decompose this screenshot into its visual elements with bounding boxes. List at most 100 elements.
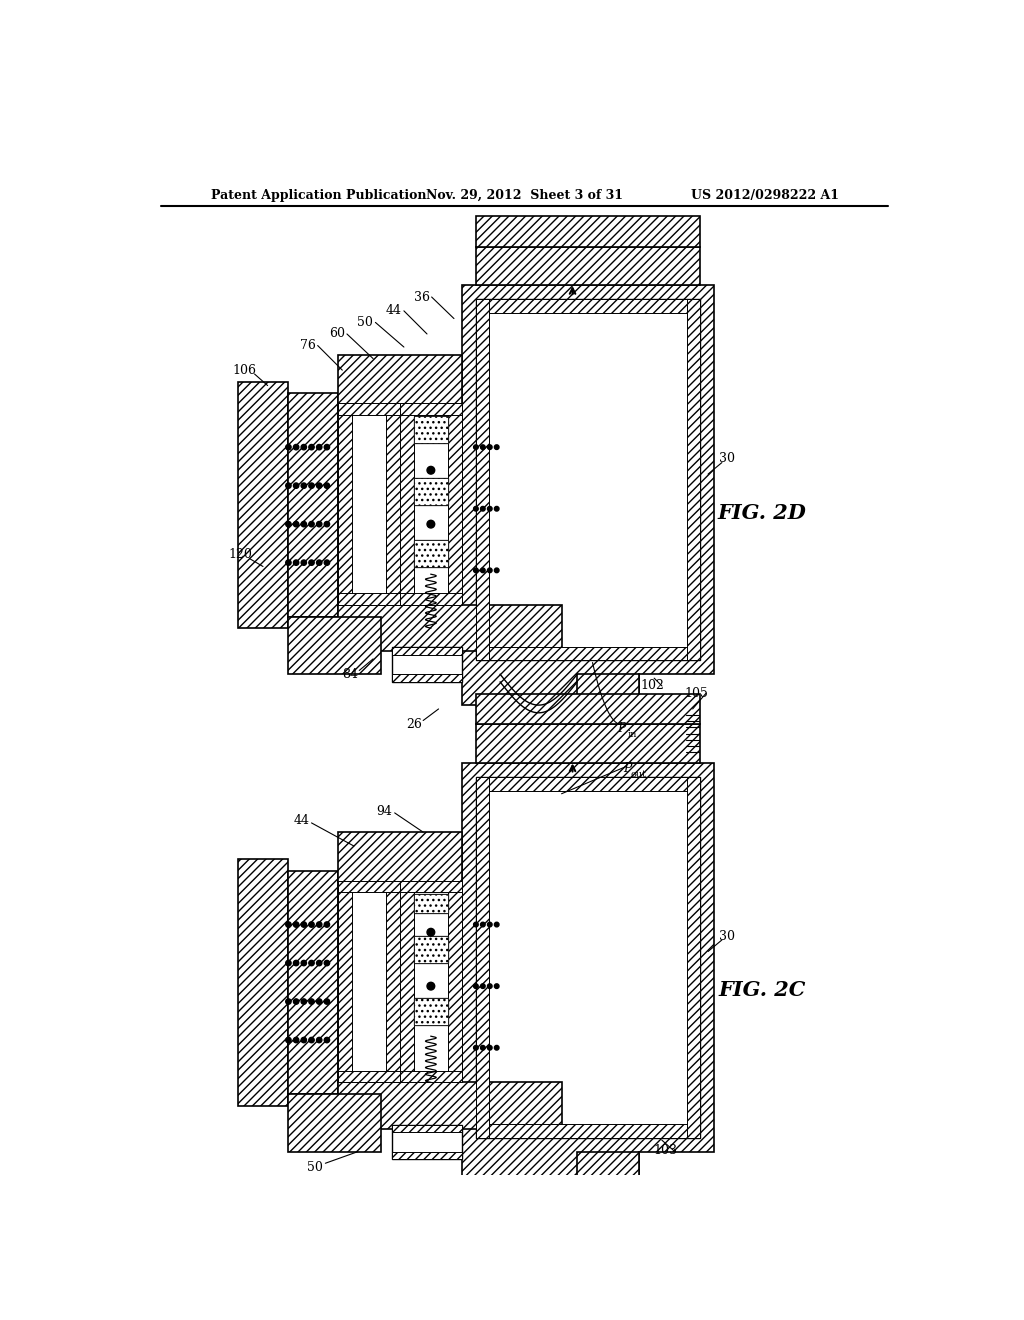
Circle shape [301, 445, 306, 450]
Bar [289, 393, 339, 616]
Circle shape [309, 1038, 314, 1043]
Circle shape [473, 983, 478, 989]
Bar [400, 404, 414, 605]
Circle shape [294, 921, 299, 927]
Circle shape [301, 521, 306, 527]
Circle shape [427, 466, 435, 474]
Circle shape [480, 923, 485, 927]
Bar [339, 1071, 400, 1082]
Bar [339, 880, 400, 892]
Circle shape [294, 999, 299, 1005]
Text: 50: 50 [307, 1160, 324, 1173]
Circle shape [495, 507, 499, 511]
Circle shape [487, 1045, 493, 1051]
Bar [339, 404, 400, 414]
Bar [414, 936, 447, 964]
Bar [339, 404, 352, 605]
Polygon shape [578, 675, 685, 759]
Text: P: P [623, 762, 632, 775]
Text: 50: 50 [357, 315, 374, 329]
Polygon shape [578, 1151, 685, 1237]
Circle shape [286, 445, 291, 450]
Bar [475, 247, 700, 285]
Bar [447, 880, 462, 1082]
Bar [400, 880, 462, 1082]
Bar [475, 300, 489, 660]
Bar [447, 404, 462, 605]
Circle shape [301, 1038, 306, 1043]
Bar [400, 594, 462, 605]
Circle shape [316, 1038, 322, 1043]
Circle shape [325, 999, 330, 1005]
Bar [400, 880, 462, 892]
Circle shape [286, 483, 291, 488]
Text: 105: 105 [685, 686, 709, 700]
Bar [289, 1094, 381, 1151]
Circle shape [325, 1038, 330, 1043]
Bar [414, 416, 447, 444]
Circle shape [480, 568, 485, 573]
Circle shape [316, 961, 322, 966]
Bar [475, 776, 489, 1138]
Circle shape [480, 1045, 485, 1051]
Circle shape [309, 483, 314, 488]
Bar [475, 300, 700, 660]
Bar [392, 647, 462, 655]
Bar [475, 216, 700, 247]
Bar [686, 300, 700, 660]
Text: 44: 44 [294, 814, 309, 828]
Circle shape [480, 983, 485, 989]
Bar [414, 478, 447, 506]
Circle shape [495, 983, 499, 989]
Circle shape [473, 568, 478, 573]
Bar [400, 1071, 462, 1082]
Bar [339, 880, 400, 1082]
Circle shape [316, 921, 322, 927]
Bar [339, 605, 562, 651]
Circle shape [301, 483, 306, 488]
Bar [392, 647, 462, 682]
Text: FIG. 2D: FIG. 2D [718, 503, 806, 523]
Circle shape [495, 568, 499, 573]
Bar [475, 1125, 700, 1138]
Circle shape [309, 445, 314, 450]
Polygon shape [462, 763, 714, 1183]
Circle shape [294, 521, 299, 527]
Circle shape [316, 521, 322, 527]
Circle shape [487, 507, 493, 511]
Circle shape [325, 445, 330, 450]
Text: 44: 44 [386, 305, 401, 317]
Text: US 2012/0298222 A1: US 2012/0298222 A1 [691, 189, 839, 202]
Bar [414, 540, 447, 566]
Circle shape [473, 923, 478, 927]
Bar [475, 647, 700, 660]
Bar [414, 416, 447, 444]
Circle shape [427, 982, 435, 990]
Text: Patent Application Publication: Patent Application Publication [211, 189, 427, 202]
Bar [392, 1125, 462, 1159]
Text: 36: 36 [414, 290, 430, 304]
Bar [339, 594, 400, 605]
Circle shape [309, 921, 314, 927]
Circle shape [487, 568, 493, 573]
Circle shape [316, 999, 322, 1005]
Bar [475, 725, 700, 763]
Circle shape [286, 921, 291, 927]
Circle shape [325, 521, 330, 527]
Text: 76: 76 [300, 339, 315, 352]
Bar [289, 871, 339, 1094]
Circle shape [427, 928, 435, 936]
Bar [239, 381, 289, 628]
Circle shape [301, 999, 306, 1005]
Text: FIG. 2C: FIG. 2C [718, 979, 806, 1001]
Bar [339, 1082, 562, 1129]
Circle shape [286, 961, 291, 966]
Bar [289, 616, 381, 675]
Bar [414, 478, 447, 506]
Circle shape [286, 560, 291, 565]
Text: 103: 103 [653, 1143, 678, 1156]
Circle shape [316, 445, 322, 450]
Polygon shape [462, 285, 714, 705]
Bar [400, 880, 414, 1082]
Circle shape [301, 560, 306, 565]
